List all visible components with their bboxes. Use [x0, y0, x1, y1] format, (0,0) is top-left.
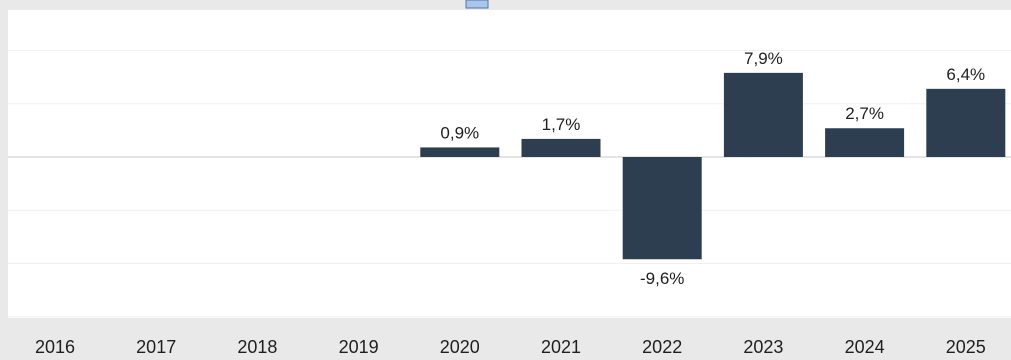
bar-2024[interactable] [825, 128, 905, 157]
x-tick-label-2022: 2022 [642, 337, 682, 357]
legend-swatch[interactable] [465, 0, 489, 9]
bar-2021[interactable] [521, 138, 601, 157]
data-label-2024: 2,7% [845, 104, 884, 123]
x-tick-label-2018: 2018 [237, 337, 277, 357]
x-tick-label-2016: 2016 [35, 337, 75, 357]
data-labels: 0,9% 1,7% -9,6% 7,9% 2,7% 6,4% [440, 49, 985, 288]
x-tick-label-2020: 2020 [440, 337, 480, 357]
x-tick-label-2024: 2024 [845, 337, 885, 357]
gridlines [8, 50, 1011, 318]
bar-2022[interactable] [622, 157, 702, 260]
x-tick-label-2021: 2021 [541, 337, 581, 357]
plot-area [8, 10, 1011, 318]
x-tick-label-2023: 2023 [743, 337, 783, 357]
bar-2025[interactable] [926, 88, 1006, 157]
bars [420, 72, 1006, 260]
bar-2023[interactable] [723, 72, 803, 157]
x-axis-ticks: 2016 2017 2018 2019 2020 2021 2022 2023 2024 2025 [35, 337, 986, 357]
data-label-2025: 6,4% [946, 65, 985, 84]
x-tick-label-2017: 2017 [136, 337, 176, 357]
x-tick-label-2025: 2025 [946, 337, 986, 357]
data-label-2020: 0,9% [440, 123, 479, 142]
bar-2020[interactable] [420, 147, 500, 157]
data-label-2023: 7,9% [744, 49, 783, 68]
data-label-2021: 1,7% [542, 115, 581, 134]
x-tick-label-2019: 2019 [339, 337, 379, 357]
data-label-2022: -9,6% [640, 269, 684, 288]
